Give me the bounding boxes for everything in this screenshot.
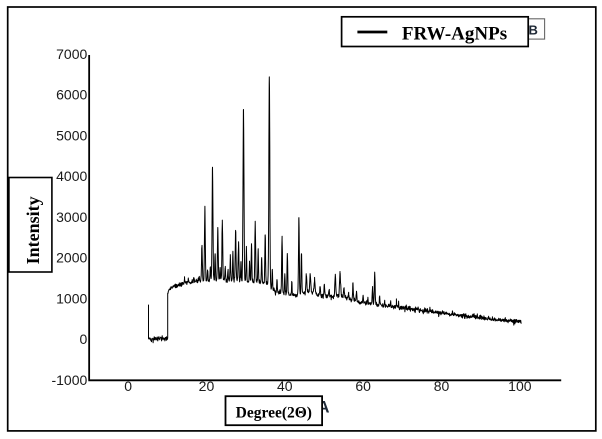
svg-text:Degree(2Θ): Degree(2Θ) [236, 404, 312, 421]
svg-text:40: 40 [277, 378, 293, 394]
svg-text:100: 100 [508, 378, 532, 394]
svg-text:80: 80 [434, 378, 450, 394]
svg-text:20: 20 [199, 378, 215, 394]
svg-text:4000: 4000 [56, 168, 87, 184]
svg-text:0: 0 [80, 331, 88, 347]
svg-text:3000: 3000 [56, 209, 87, 225]
svg-text:B: B [529, 23, 538, 38]
svg-text:6000: 6000 [56, 87, 87, 103]
svg-text:-1000: -1000 [51, 372, 87, 388]
svg-text:1000: 1000 [56, 290, 87, 306]
svg-text:FRW-AgNPs: FRW-AgNPs [402, 23, 507, 44]
svg-text:60: 60 [355, 378, 371, 394]
svg-text:2000: 2000 [56, 250, 87, 266]
svg-text:5000: 5000 [56, 127, 87, 143]
svg-text:Intensity: Intensity [23, 196, 43, 264]
svg-text:7000: 7000 [56, 46, 87, 62]
svg-text:0: 0 [124, 378, 132, 394]
